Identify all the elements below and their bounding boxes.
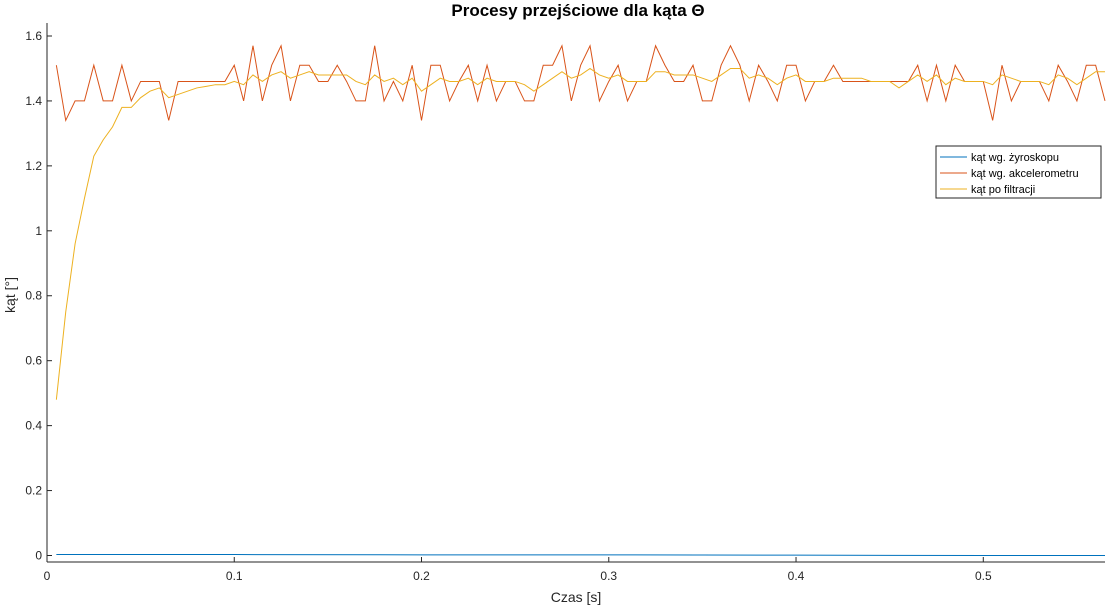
y-axis-label: kąt [°] (2, 277, 18, 313)
x-tick-label: 0.5 (975, 569, 992, 583)
legend-entry-label: kąt wg. żyroskopu (971, 152, 1059, 164)
x-tick-label: 0.1 (226, 569, 243, 583)
series-line-3 (55, 67, 1105, 400)
y-tick-label: 1 (35, 224, 42, 238)
x-tick-label: 0 (44, 569, 51, 583)
y-tick-label: 0.2 (25, 484, 42, 498)
series-line-1 (56, 554, 1105, 557)
y-axis-ticks: 0 0.2 0.4 0.6 0.8 1 1.2 1.4 1.6 (25, 29, 52, 563)
legend: kąt wg. żyroskopu kąt wg. akcelerometru ką… (935, 145, 1102, 199)
plot-background (47, 23, 1105, 562)
x-axis-ticks: 0 0.1 0.2 0.3 0.4 0.5 (44, 557, 992, 583)
legend-entry-label: kąt wg. akcelerometru (971, 168, 1079, 180)
chart-title: Procesy przejściowe dla kąta Θ (451, 1, 704, 20)
plot-area (46, 23, 1106, 563)
y-tick-label: 1.6 (25, 29, 42, 43)
y-tick-label: 1.2 (25, 159, 42, 173)
x-tick-label: 0.4 (788, 569, 805, 583)
y-tick-label: 0.8 (25, 289, 42, 303)
y-tick-label: 1.4 (25, 94, 42, 108)
series-line-2 (55, 44, 1106, 123)
x-axis-label: Czas [s] (551, 589, 602, 605)
x-tick-label: 0.2 (413, 569, 430, 583)
y-tick-label: 0.6 (25, 354, 42, 368)
legend-entry-label: kąt po filtracji (971, 184, 1035, 196)
y-tick-label: 0.4 (25, 419, 42, 433)
y-tick-label: 0 (35, 549, 42, 563)
x-tick-label: 0.3 (600, 569, 617, 583)
